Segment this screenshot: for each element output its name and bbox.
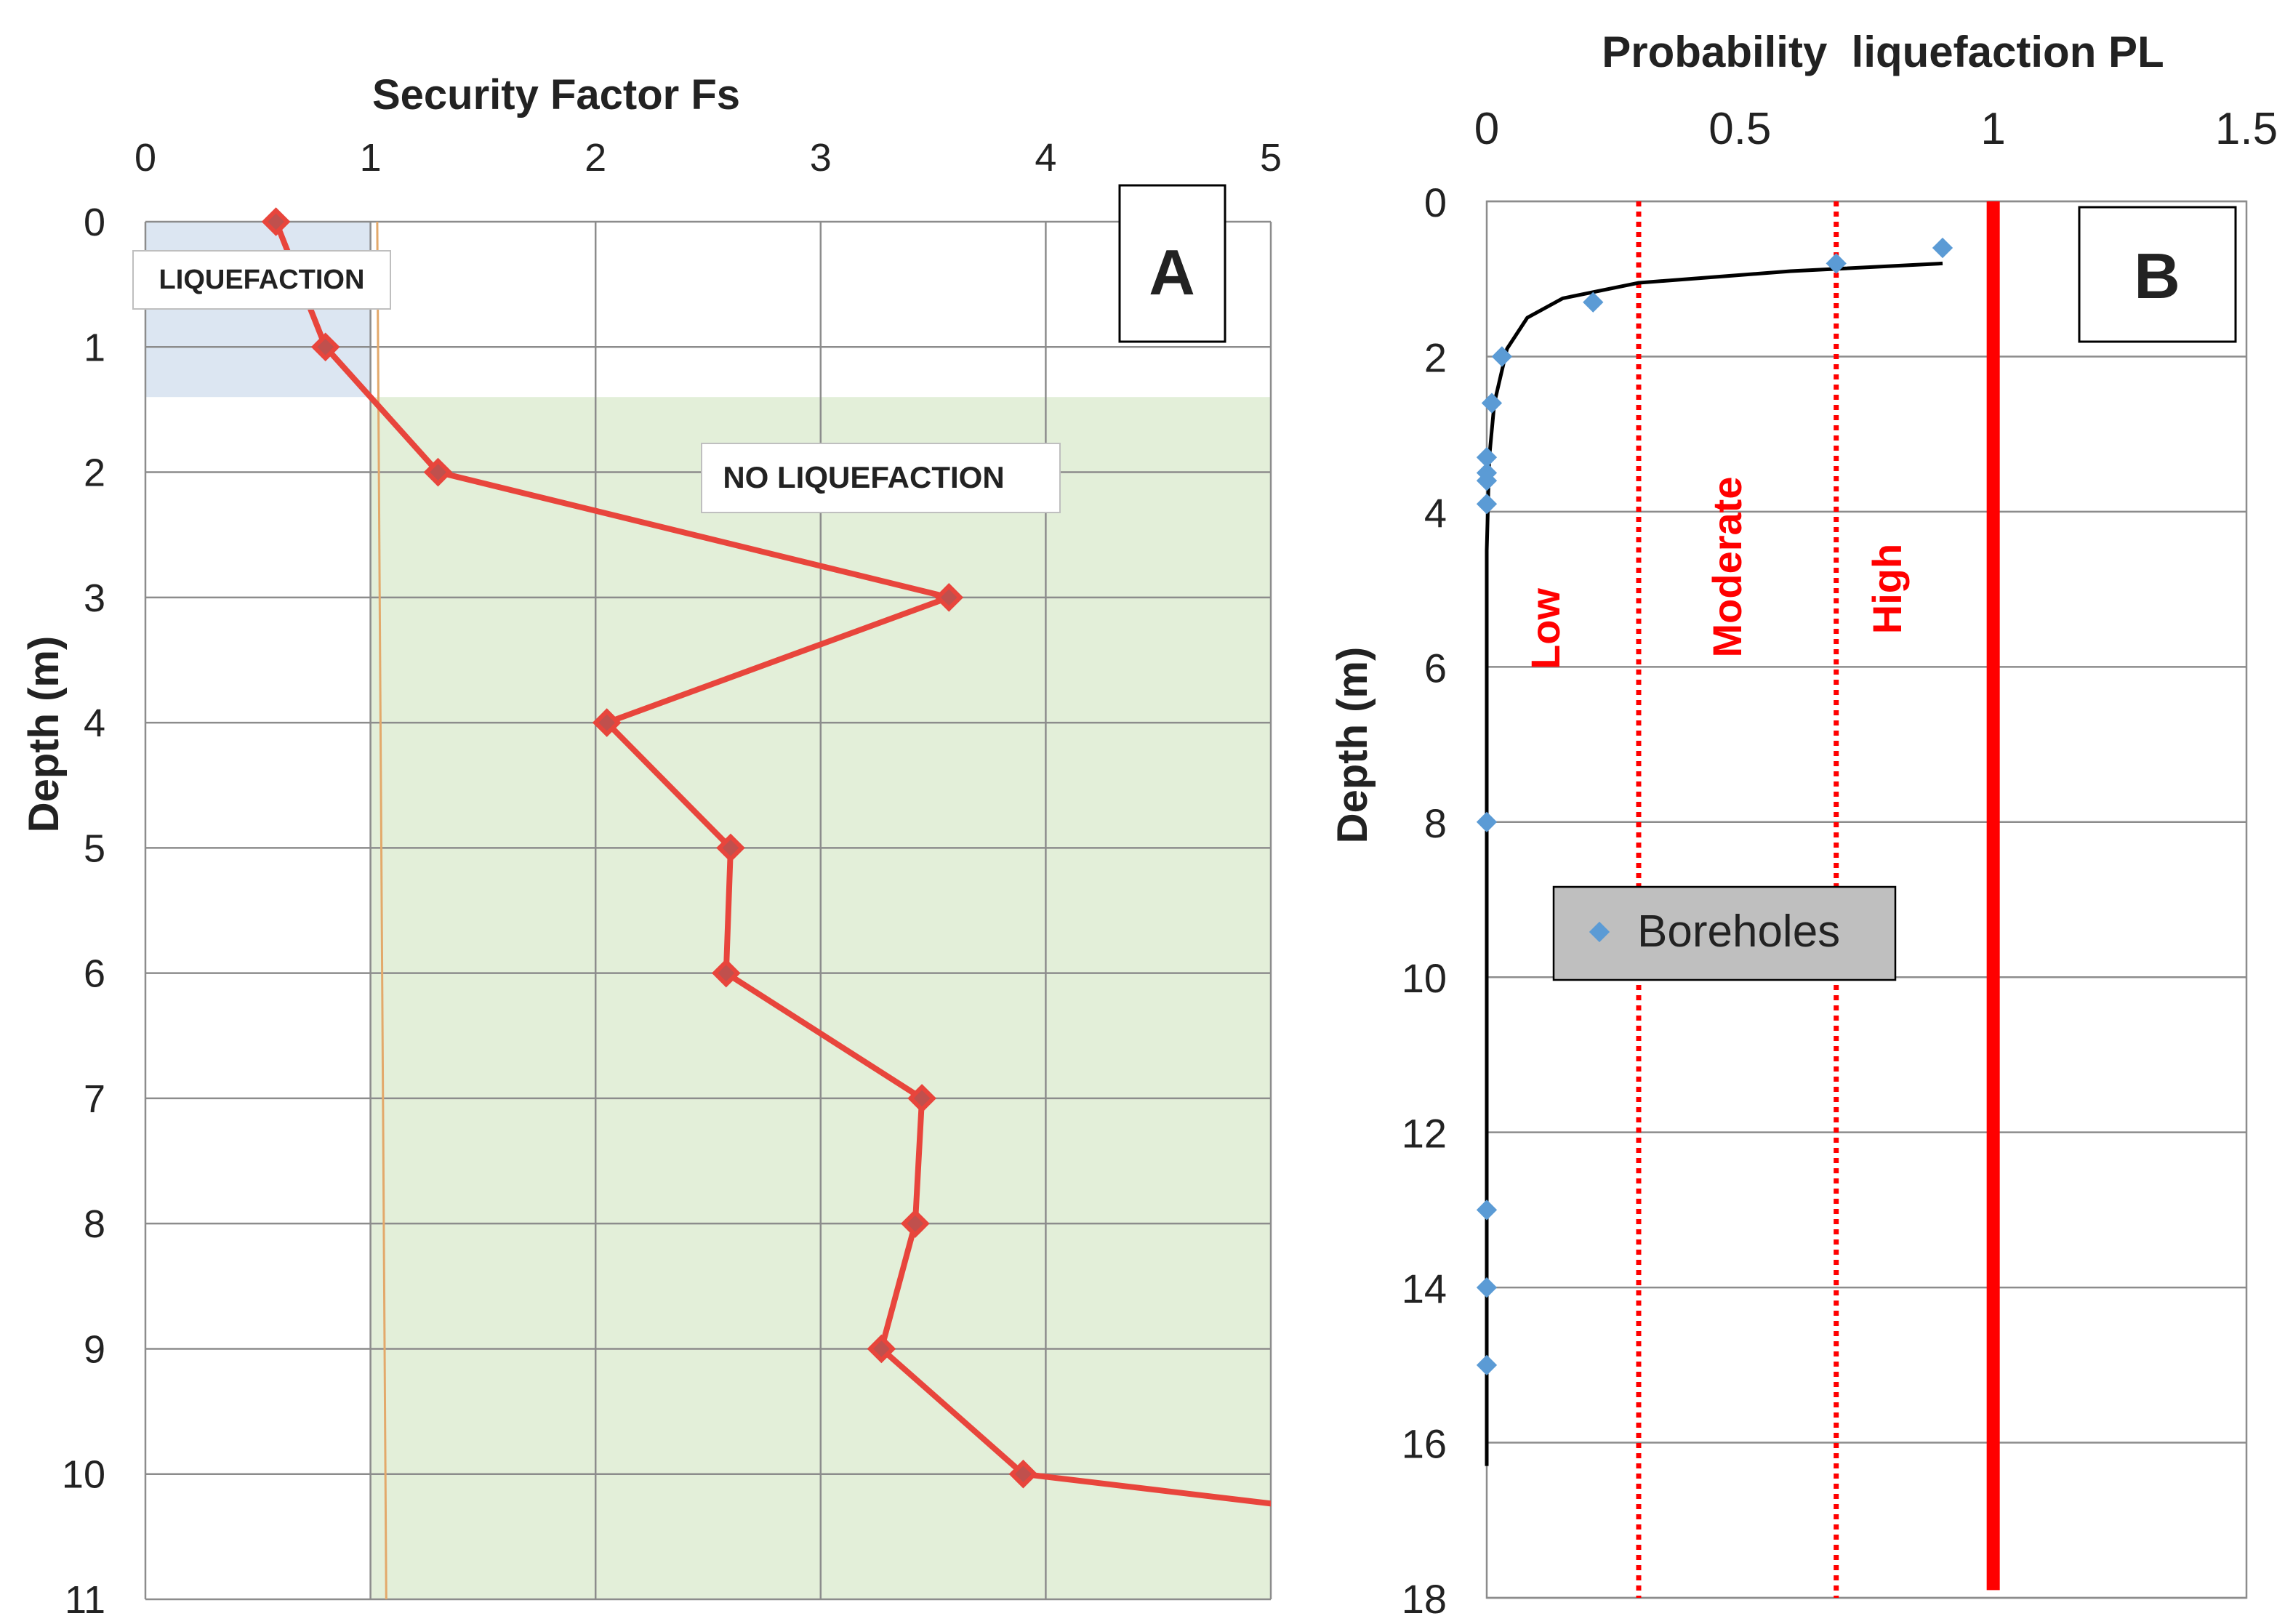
chart-a-panel-label: A	[1149, 236, 1195, 308]
chart-a-y-tick-label: 6	[84, 952, 105, 996]
chart-b-y-tick-label: 0	[1424, 180, 1447, 225]
chart-a-zone-label-box	[132, 250, 391, 310]
chart-a-x-tick-label: 1	[360, 136, 382, 180]
chart-a-x-axis-title: Security Factor Fs	[372, 71, 740, 118]
chart-b-borehole-point	[1476, 1354, 1498, 1375]
chart-b-borehole-point	[1476, 470, 1498, 491]
chart-b-borehole-point	[1476, 1277, 1498, 1298]
chart-b-y-tick-label: 10	[1402, 955, 1447, 1001]
chart-a-y-tick-label: 8	[84, 1202, 105, 1246]
chart-b-panel-label: B	[2134, 240, 2180, 312]
chart-a-y-tick-label: 0	[84, 201, 105, 244]
chart-b-borehole-point	[1826, 253, 1847, 274]
chart-a-zone-label-box	[701, 443, 1061, 513]
chart-a-zone-label: LIQUEFACTION	[159, 265, 365, 295]
chart-b-borehole-point	[1491, 346, 1513, 367]
chart-b-y-tick-label: 14	[1402, 1266, 1447, 1311]
chart-a-y-axis-title: Depth (m)	[20, 636, 68, 833]
chart-a-data-point	[934, 583, 964, 612]
chart-a-data-point	[1008, 1459, 1038, 1489]
chart-a-y-tick-label: 2	[84, 451, 105, 495]
chart-b-zone-label: Low	[1522, 588, 1568, 670]
chart-b-y-tick-label: 6	[1424, 645, 1447, 691]
chart-a-data-point	[901, 1209, 930, 1238]
chart-a-y-tick-label: 11	[65, 1578, 105, 1622]
chart-a-y-tick-label: 4	[84, 702, 105, 745]
chart-b-y-tick-label: 18	[1402, 1576, 1447, 1622]
chart-b-y-axis-title: Depth (m)	[1329, 647, 1376, 844]
chart-a-data-point	[716, 833, 745, 863]
chart-b-borehole-point	[1476, 494, 1498, 515]
chart-b-borehole-point	[1476, 447, 1498, 468]
chart-b-legend: Boreholes	[1552, 885, 1897, 981]
chart-b: 0 0.5 1 1.5 0 2 4 6 8 10 12 14 16 18 Low Moderate High…	[1329, 28, 2278, 1622]
chart-b-y-tick-label: 8	[1424, 800, 1447, 846]
chart-a-data-point	[310, 332, 340, 362]
chart-a-x-tick-label: 0	[134, 136, 156, 180]
chart-a-data-point	[867, 1334, 896, 1364]
chart-b-y-tick-label: 16	[1402, 1421, 1447, 1467]
chart-b-borehole-point	[1476, 811, 1498, 832]
chart-a-y-tick-label: 10	[62, 1453, 105, 1497]
chart-a-x-tick-label: 5	[1260, 136, 1282, 180]
chart-b-zone-label: Moderate	[1704, 477, 1750, 658]
legend-marker-icon	[1589, 921, 1610, 943]
chart-a-data-point	[592, 708, 622, 737]
chart-b-y-tick-label: 4	[1424, 490, 1447, 536]
chart-b-borehole-point	[1476, 1199, 1498, 1221]
chart-a-data-point	[423, 457, 453, 487]
chart-b-borehole-point	[1481, 393, 1503, 414]
chart-a-data-point	[907, 1084, 936, 1113]
chart-b-x-tick-label: 0	[1474, 104, 1499, 154]
chart-b-y-tick-label: 2	[1424, 334, 1447, 380]
chart-a-y-tick-label: 5	[84, 827, 105, 870]
chart-a-x-tick-label: 2	[585, 136, 606, 180]
chart-b-x-tick-label: 1.5	[2215, 104, 2278, 154]
chart-a: 0 1 2 3 4 5 0 1 2 3 4 5 6 7 8 9 10 11 LIQUEFACTION NO LIQ…	[20, 71, 1282, 1622]
chart-b-y-tick-label: 12	[1402, 1111, 1447, 1157]
chart-b-borehole-point	[1932, 237, 1953, 259]
chart-b-borehole-point	[1583, 292, 1604, 313]
chart-a-data-point	[711, 958, 741, 988]
chart-a-y-tick-label: 9	[84, 1327, 105, 1371]
chart-a-y-tick-label: 7	[84, 1077, 105, 1121]
chart-b-zone-label: High	[1864, 544, 1910, 634]
chart-b-x-axis-title: Probability liquefaction PL	[1602, 28, 2164, 76]
chart-b-x-tick-label: 0.5	[1708, 104, 1771, 154]
chart-a-zone-label: NO LIQUEFACTION	[723, 460, 1004, 494]
chart-a-y-tick-label: 1	[84, 326, 105, 369]
chart-b-panel-label-box: B	[2078, 206, 2237, 343]
chart-b-x-tick-label: 1	[1980, 104, 2005, 154]
chart-a-data-point	[261, 207, 291, 236]
chart-a-threshold-line	[376, 221, 387, 1600]
legend-label: Boreholes	[1637, 907, 1840, 957]
chart-a-y-tick-label: 3	[84, 576, 105, 620]
chart-a-panel-label-box: A	[1118, 184, 1226, 343]
chart-a-x-tick-label: 3	[810, 136, 832, 180]
chart-a-x-tick-label: 4	[1035, 136, 1056, 180]
